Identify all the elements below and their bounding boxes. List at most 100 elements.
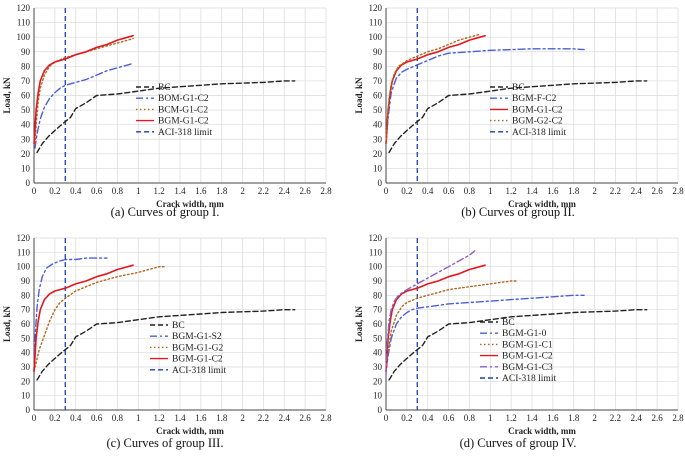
y-tick-label: 20 <box>21 376 31 386</box>
x-tick-label: 0.8 <box>112 186 124 196</box>
x-tick-label: 2.8 <box>672 413 684 423</box>
x-tick-label: 2.2 <box>258 413 269 423</box>
series-line-bgm-g1-0 <box>385 294 585 372</box>
legend-label: BCM-G1-C2 <box>158 105 208 115</box>
legend-label: BC <box>502 318 515 328</box>
panel-caption: (a) Curves of group I. <box>111 205 220 219</box>
legend-label: BC <box>158 83 171 93</box>
legend-label: BC <box>172 321 185 331</box>
y-tick-label: 50 <box>21 105 31 115</box>
x-tick-label: 0.6 <box>443 413 455 423</box>
x-tick-label: 0.2 <box>401 186 412 196</box>
y-tick-label: 70 <box>21 305 31 315</box>
legend-label: ACI-318 limit <box>512 128 566 138</box>
y-tick-label: 10 <box>21 391 31 401</box>
x-tick-label: 1.2 <box>506 413 517 423</box>
y-tick-label: 80 <box>21 290 31 300</box>
legend-label: ACI-318 limit <box>172 366 226 376</box>
y-tick-label: 60 <box>373 319 383 329</box>
x-tick-label: 0.6 <box>443 186 455 196</box>
y-tick-label: 40 <box>21 348 31 358</box>
x-tick-label: 1.4 <box>174 186 186 196</box>
series-line-bgm-g1-c3 <box>385 250 476 377</box>
y-tick-label: 110 <box>369 247 383 257</box>
series-line-bom-g1-c2 <box>34 62 134 149</box>
y-tick-label: 50 <box>21 333 31 343</box>
x-tick-label: 1.8 <box>568 413 580 423</box>
series-line-bgm-g1-c1 <box>385 280 518 372</box>
series-line-bc <box>388 80 648 154</box>
panel-b: 0 10 20 30 40 50 60 70 80 90 100 110 120 0 0.2 0.4 0.6 0.… <box>354 3 684 219</box>
legend-label: BGM-G1-S2 <box>172 332 222 342</box>
y-tick-label: 20 <box>373 376 383 386</box>
panel-d: 0 10 20 30 40 50 60 70 80 90 100 110 120 0 0.2 0.4 0.6 0.… <box>354 233 684 450</box>
x-tick-label: 0.8 <box>464 186 476 196</box>
x-tick-label: 0 <box>32 413 37 423</box>
y-tick-label: 80 <box>373 290 383 300</box>
x-tick-label: 1.6 <box>195 186 207 196</box>
series-line-bgm-g1-g2 <box>33 266 166 372</box>
y-tick-label: 80 <box>21 61 31 71</box>
y-tick-label: 110 <box>17 18 31 28</box>
x-tick-label: 1.8 <box>216 413 228 423</box>
x-tick-label: 2.6 <box>300 413 312 423</box>
x-tick-label: 2.2 <box>610 413 621 423</box>
y-tick-label: 80 <box>373 61 383 71</box>
series-line-bgm-f-c2 <box>385 48 585 145</box>
y-tick-label: 30 <box>373 134 383 144</box>
x-tick-label: 0.2 <box>401 413 412 423</box>
y-tick-label: 30 <box>373 362 383 372</box>
x-tick-label: 1.4 <box>526 413 538 423</box>
x-tick-label: 0.2 <box>49 186 60 196</box>
panel-c: 0 10 20 30 40 50 60 70 80 90 100 110 120 0 0.2 0.4 0.6 0.… <box>2 233 332 450</box>
y-tick-label: 40 <box>373 348 383 358</box>
legend-label: BGM-G1-0 <box>502 329 547 339</box>
panel-caption: (d) Curves of group IV. <box>460 436 577 450</box>
y-tick-label: 0 <box>26 405 31 415</box>
x-tick-label: 0.4 <box>422 186 434 196</box>
y-axis-label: Load, kN <box>2 77 12 114</box>
panel-caption: (b) Curves of group II. <box>461 205 575 219</box>
x-tick-label: 0.6 <box>91 186 103 196</box>
y-tick-label: 70 <box>21 76 31 86</box>
x-axis-label: Crack width, mm <box>156 199 224 209</box>
x-tick-label: 2.6 <box>652 413 664 423</box>
y-axis-label: Load, kN <box>354 77 364 114</box>
series-line-bc <box>36 309 296 381</box>
x-tick-label: 1.2 <box>506 186 517 196</box>
y-tick-label: 10 <box>21 163 31 173</box>
x-axis-label: Crack width, mm <box>508 199 576 209</box>
series-line-bc <box>36 80 296 154</box>
x-tick-label: 2 <box>240 413 245 423</box>
y-tick-label: 120 <box>369 233 383 243</box>
x-tick-label: 0.2 <box>49 413 60 423</box>
y-tick-label: 90 <box>373 276 383 286</box>
y-tick-label: 100 <box>369 262 383 272</box>
x-tick-label: 1 <box>136 186 141 196</box>
x-tick-label: 1.2 <box>154 186 165 196</box>
x-tick-label: 1.6 <box>547 186 559 196</box>
y-tick-label: 20 <box>21 149 31 159</box>
panel-a: 0 10 20 30 40 50 60 70 80 90 100 110 120 0 0.2 0.4 0.6 0.… <box>2 3 332 219</box>
y-tick-label: 120 <box>17 3 31 13</box>
x-tick-label: 2.8 <box>320 186 332 196</box>
series-line-bc <box>388 309 648 381</box>
x-tick-label: 2.2 <box>610 186 621 196</box>
series-line-bcm-g1-c2 <box>34 37 134 145</box>
x-tick-label: 1.4 <box>526 186 538 196</box>
legend-label: BC <box>512 83 525 93</box>
x-tick-label: 2.4 <box>279 186 291 196</box>
legend-label: BGM-G1-C2 <box>158 117 209 127</box>
x-tick-label: 1 <box>488 413 493 423</box>
legend-label: BOM-G1-C2 <box>158 94 209 104</box>
y-tick-label: 90 <box>21 47 31 57</box>
series-line-bgm-g1-c2 <box>385 264 486 373</box>
x-tick-label: 2.2 <box>258 186 269 196</box>
y-tick-label: 60 <box>373 91 383 101</box>
y-tick-label: 50 <box>373 333 383 343</box>
x-tick-label: 0.8 <box>464 413 476 423</box>
y-tick-label: 60 <box>21 91 31 101</box>
x-tick-label: 0.8 <box>112 413 124 423</box>
y-tick-label: 0 <box>378 178 383 188</box>
